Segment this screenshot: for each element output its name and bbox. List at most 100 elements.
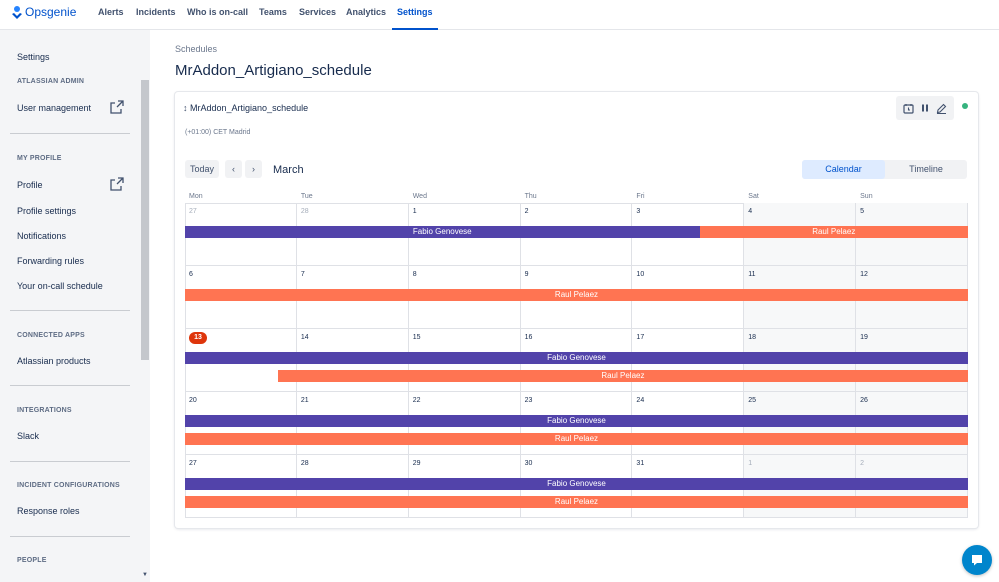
nav-settings[interactable]: Settings	[392, 0, 438, 30]
sidebar-item-profile[interactable]: Profile	[17, 180, 43, 190]
chat-bubble-icon	[972, 555, 982, 566]
schedule-header[interactable]: ↕ MrAddon_Artigiano_schedule	[183, 103, 308, 113]
shift-bar-raul[interactable]: Raul Pelaez	[185, 289, 968, 301]
day-number: 27	[189, 208, 197, 215]
day-number: 26	[860, 397, 868, 404]
sidebar-heading-people: PEOPLE	[17, 557, 47, 564]
shift-bar-fabio[interactable]: Fabio Genovese	[185, 352, 968, 364]
sidebar-divider	[10, 385, 130, 386]
day-number: 16	[524, 334, 533, 341]
sidebar-scrollbar[interactable]	[141, 80, 149, 360]
next-month-button[interactable]: ›	[245, 160, 262, 178]
sidebar-item-user-management[interactable]: User management	[17, 103, 92, 113]
settings-sidebar: Settings ATLASSIAN ADMIN User management…	[0, 30, 150, 582]
day-number: 3	[636, 208, 641, 215]
sort-icon[interactable]: ↕	[183, 103, 188, 113]
pause-icon[interactable]	[918, 101, 932, 115]
schedule-card: ↕ MrAddon_Artigiano_schedule (+01:00) CE…	[175, 92, 978, 528]
sidebar-item-response-roles[interactable]: Response roles	[17, 506, 80, 516]
shift-bar-fabio[interactable]: Fabio Genovese	[185, 226, 700, 238]
today-badge: 13	[189, 332, 207, 344]
schedule-status-indicator	[962, 103, 968, 109]
app-name: Opsgenie	[25, 5, 77, 19]
tab-calendar[interactable]: Calendar	[802, 160, 885, 179]
opsgenie-logo[interactable]: Opsgenie	[12, 5, 76, 19]
day-number: 14	[300, 334, 309, 341]
shift-bar-raul[interactable]: Raul Pelaez	[185, 433, 968, 445]
day-number: 17	[636, 334, 645, 341]
external-link-icon[interactable]	[110, 177, 124, 191]
sidebar-heading-incident-configurations: INCIDENT CONFIGURATIONS	[17, 482, 120, 489]
sidebar-item-settings[interactable]: Settings	[17, 52, 50, 62]
sidebar-divider	[10, 461, 130, 462]
edit-icon[interactable]	[935, 101, 949, 115]
shift-bar-raul[interactable]: Raul Pelaez	[699, 226, 968, 238]
sidebar-item-profile-settings[interactable]: Profile settings	[17, 206, 77, 216]
chevron-left-icon: ‹	[232, 164, 235, 174]
day-number: 9	[524, 271, 529, 278]
external-link-icon[interactable]	[110, 100, 124, 114]
schedule-timezone: (+01:00) CET Madrid	[185, 129, 251, 136]
sidebar-item-atlassian-products[interactable]: Atlassian products	[17, 356, 91, 366]
nav-analytics[interactable]: Analytics	[346, 7, 387, 17]
day-number: 30	[524, 460, 533, 467]
calendar-grid: 27 28 1 2 3 4 5 6 7 8 9 10 11 12 13 14 15 16 17 18 19 20 21 22 2…	[185, 203, 968, 518]
day-number: 10	[636, 271, 645, 278]
day-number: 29	[412, 460, 421, 467]
sidebar-divider	[10, 310, 130, 311]
day-number: 31	[636, 460, 645, 467]
prev-month-button[interactable]: ‹	[225, 160, 242, 178]
tab-timeline[interactable]: Timeline	[909, 164, 943, 174]
day-number: 24	[636, 397, 645, 404]
weekday-label: Mon	[189, 193, 203, 200]
nav-incidents[interactable]: Incidents	[136, 7, 176, 17]
shift-bar-fabio[interactable]: Fabio Genovese	[185, 415, 968, 427]
today-button[interactable]: Today	[185, 160, 219, 178]
weekday-label: Tue	[300, 193, 313, 200]
shift-bar-raul[interactable]: Raul Pelaez	[185, 496, 968, 508]
day-number: 15	[412, 334, 421, 341]
nav-services[interactable]: Services	[299, 7, 337, 17]
scroll-down-icon[interactable]: ▼	[142, 572, 148, 578]
sidebar-heading-my-profile: MY PROFILE	[17, 155, 62, 162]
day-number: 27	[189, 460, 197, 467]
page-title: MrAddon_Artigiano_schedule	[175, 62, 372, 79]
nav-teams[interactable]: Teams	[259, 7, 287, 17]
day-number: 1	[412, 208, 417, 215]
breadcrumb[interactable]: Schedules	[175, 44, 218, 54]
day-number: 19	[860, 334, 868, 341]
day-number: 5	[860, 208, 865, 215]
weekday-label: Wed	[412, 193, 427, 200]
sidebar-item-forwarding-rules[interactable]: Forwarding rules	[17, 256, 85, 266]
day-number: 28	[300, 208, 309, 215]
sidebar-divider	[10, 536, 130, 537]
nav-alerts[interactable]: Alerts	[98, 7, 124, 17]
weekday-label: Sun	[860, 193, 873, 200]
nav-who-is-on-call[interactable]: Who is on-call	[187, 7, 249, 17]
day-number: 8	[412, 271, 417, 278]
sidebar-item-on-call-schedule[interactable]: Your on-call schedule	[17, 281, 103, 291]
day-number: 22	[412, 397, 421, 404]
day-number: 2	[524, 208, 529, 215]
help-chat-button[interactable]	[962, 545, 992, 575]
day-number: 12	[860, 271, 868, 278]
day-number: 20	[189, 397, 197, 404]
schedule-name: MrAddon_Artigiano_schedule	[190, 103, 309, 113]
day-number: 23	[524, 397, 533, 404]
day-number: 1	[748, 460, 753, 467]
day-number: 25	[748, 397, 757, 404]
schedule-calendar-icon[interactable]	[901, 101, 915, 115]
shift-bar-raul[interactable]: Raul Pelaez	[277, 370, 968, 382]
view-toggle: Calendar Timeline	[802, 160, 967, 179]
day-number: 2	[860, 460, 865, 467]
calendar-month: March	[273, 164, 304, 176]
weekday-label: Sat	[748, 193, 759, 200]
day-number: 18	[748, 334, 757, 341]
sidebar-heading-connected-apps: CONNECTED APPS	[17, 332, 85, 339]
sidebar-item-slack[interactable]: Slack	[17, 431, 40, 441]
day-number: 28	[300, 460, 309, 467]
schedule-toolbar	[896, 96, 954, 120]
shift-bar-fabio[interactable]: Fabio Genovese	[185, 478, 968, 490]
top-navigation: Opsgenie Alerts Incidents Who is on-call…	[0, 0, 999, 30]
sidebar-item-notifications[interactable]: Notifications	[17, 231, 67, 241]
